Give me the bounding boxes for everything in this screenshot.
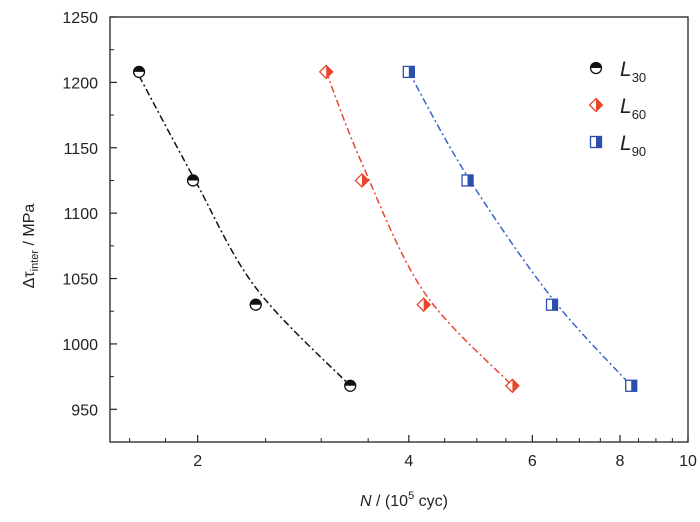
fit-curves	[138, 71, 632, 387]
x-tick-label: 2	[193, 453, 202, 470]
y-tick-label: 1200	[62, 75, 98, 92]
legend-label-sub: 30	[632, 70, 646, 85]
legend-label: L30	[620, 58, 646, 85]
y-tick-label: 1050	[62, 272, 98, 289]
data-point-L90	[625, 379, 638, 392]
x-axis-var: N	[360, 493, 372, 510]
x-minor-ticks	[129, 438, 673, 442]
legend-label-main: L	[620, 95, 632, 118]
y-axis-label-sub: inter	[29, 250, 41, 272]
data-point-L30	[132, 65, 146, 79]
x-axis-unit-post: cyc)	[414, 493, 448, 510]
x-axis-unit-pre: / (10	[372, 493, 409, 510]
y-tick-label: 1100	[64, 206, 99, 223]
data-point-L30	[186, 174, 200, 187]
fit-curve-L90	[408, 71, 632, 387]
fit-curve-L30	[138, 75, 351, 387]
x-tick-label: 10	[679, 453, 697, 470]
legend-marker-L60	[588, 97, 604, 113]
x-tick-label: 8	[616, 453, 625, 470]
data-point-L60	[354, 173, 370, 188]
legend-label: L90	[620, 132, 646, 159]
x-tick-label: 6	[528, 453, 537, 470]
y-tick-label: 1000	[62, 337, 98, 354]
y-axis-label-pre: Δτ	[21, 271, 38, 289]
data-point-L60	[318, 64, 334, 80]
y-tick-labels: 950 1000 1050 1100 1150 1200 1250	[62, 10, 98, 419]
data-point-L90	[461, 174, 474, 187]
plot-frame	[109, 16, 689, 443]
y-tick-label: 1150	[64, 141, 99, 158]
x-tick-label: 4	[404, 453, 413, 470]
x-axis-unit-sup: 5	[408, 490, 414, 502]
y-axis-label: Δτinter / MPa	[21, 204, 41, 289]
y-axis-label-post: / MPa	[21, 204, 38, 250]
legend-label-main: L	[620, 58, 632, 81]
data-point-L30	[249, 298, 262, 311]
legend-label-main: L	[620, 132, 632, 155]
data-point-L60	[505, 378, 520, 394]
legend-label-sub: 90	[632, 144, 646, 159]
legend-marker-L90	[589, 135, 603, 149]
y-tick-label: 950	[71, 402, 98, 419]
legend-marker-L30	[589, 61, 603, 75]
legend-label-sub: 60	[632, 107, 646, 122]
data-point-L90	[402, 65, 415, 79]
fit-curve-L60	[325, 71, 513, 387]
x-axis-label: N / (105 cyc)	[360, 490, 448, 510]
data-point-L60	[416, 297, 432, 313]
legend-label: L60	[620, 95, 646, 122]
y-tick-label: 1250	[62, 10, 98, 27]
x-tick-labels: 2 4 6 8 10	[193, 453, 697, 470]
data-markers	[132, 64, 638, 394]
axis-ticks	[110, 16, 689, 442]
data-point-L90	[545, 298, 559, 311]
data-point-L30	[344, 379, 357, 392]
